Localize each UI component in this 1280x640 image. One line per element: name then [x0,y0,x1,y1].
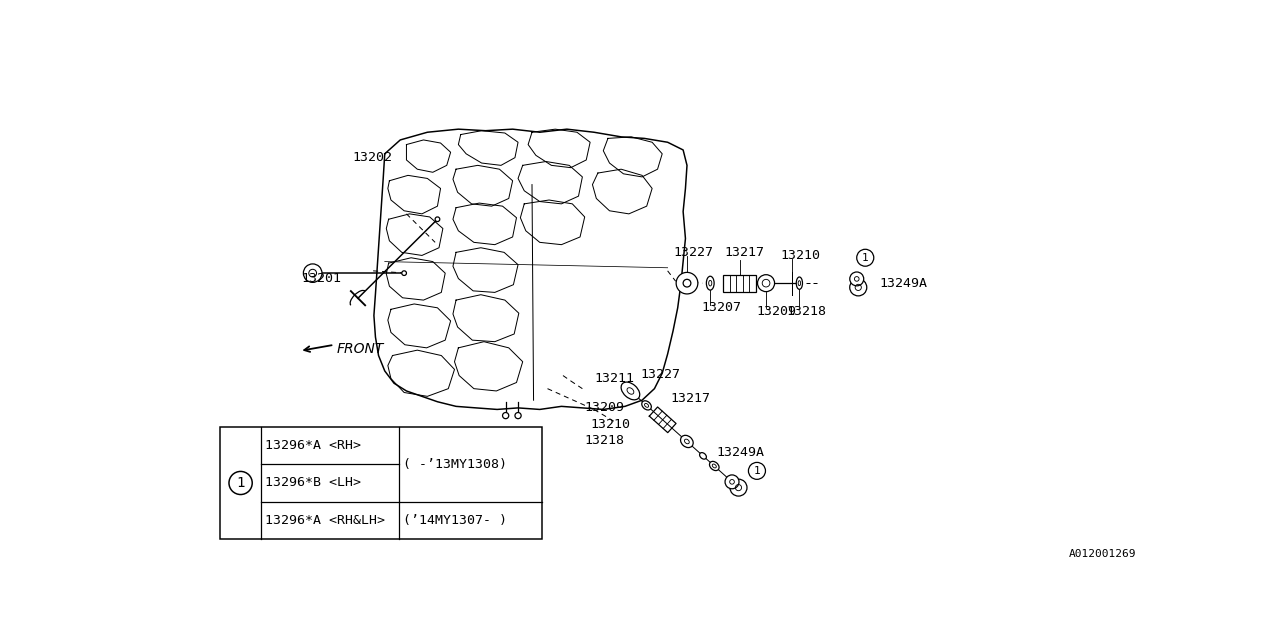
Text: 13209: 13209 [756,305,796,318]
Text: (’14MY1307- ): (’14MY1307- ) [403,514,507,527]
Text: 1: 1 [754,466,760,476]
Text: 13249A: 13249A [879,276,927,290]
Text: 13211: 13211 [594,372,634,385]
Circle shape [229,472,252,495]
Circle shape [402,271,407,275]
Text: ( -’13MY1308): ( -’13MY1308) [403,458,507,471]
Text: 13296*B <LH>: 13296*B <LH> [265,476,361,490]
Text: 13218: 13218 [786,305,826,318]
Text: 1: 1 [861,253,869,263]
Bar [220,427,541,539]
Ellipse shape [707,276,714,290]
Text: 13217: 13217 [724,246,764,259]
Circle shape [503,413,508,419]
Text: 13201: 13201 [302,272,342,285]
Text: 13249A: 13249A [717,446,764,459]
Circle shape [749,463,765,479]
Circle shape [758,275,774,292]
Text: 13207: 13207 [701,301,741,314]
Circle shape [435,217,440,221]
Text: 13296*A <RH>: 13296*A <RH> [265,439,361,452]
Circle shape [850,272,864,286]
Ellipse shape [796,277,803,289]
Text: 13210: 13210 [780,249,820,262]
Text: 13210: 13210 [590,419,630,431]
Bar [723,275,756,292]
Circle shape [303,264,323,282]
Text: 13227: 13227 [673,246,713,259]
Circle shape [856,249,874,266]
Ellipse shape [700,452,707,459]
Ellipse shape [709,461,719,470]
Text: 13227: 13227 [640,367,681,381]
Text: 1: 1 [237,476,244,490]
Text: 13217: 13217 [669,392,710,405]
Text: 13202: 13202 [352,151,392,164]
Circle shape [676,273,698,294]
Circle shape [515,413,521,419]
Text: A012001269: A012001269 [1069,549,1137,559]
Ellipse shape [621,382,640,400]
Ellipse shape [681,435,694,447]
Text: 13218: 13218 [585,434,625,447]
Text: FRONT: FRONT [337,342,384,356]
Circle shape [730,479,748,496]
Text: 13296*A <RH&LH>: 13296*A <RH&LH> [265,514,385,527]
Circle shape [850,279,867,296]
Text: 13209: 13209 [585,401,625,415]
Ellipse shape [641,401,652,410]
Circle shape [724,475,739,489]
